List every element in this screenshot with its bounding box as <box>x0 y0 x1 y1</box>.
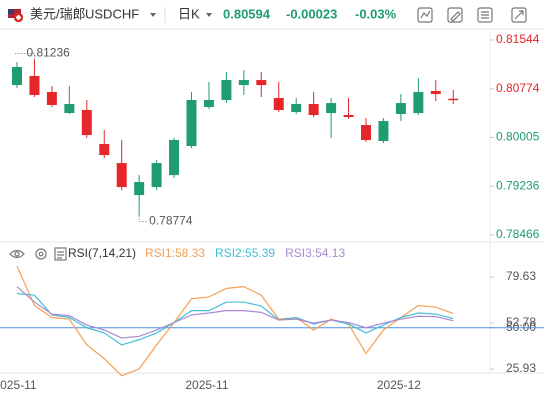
candle-body <box>203 99 214 108</box>
candle-body <box>81 110 92 136</box>
edit-icon[interactable] <box>447 7 463 23</box>
candle-body <box>413 92 424 114</box>
percent-change: -0.03% <box>355 6 397 21</box>
y-tick-label: 0.78466 <box>496 227 540 241</box>
candle-body <box>151 163 162 188</box>
y-tick-label: 0.81544 <box>496 32 540 46</box>
last-price: 0.80594 <box>223 6 271 21</box>
candle-body <box>46 92 57 105</box>
candle-body <box>134 182 145 196</box>
y-tick-label: 79.63 <box>506 269 536 283</box>
dropdown-arrow[interactable] <box>150 13 156 17</box>
candle-body <box>12 66 22 86</box>
candle-body <box>430 90 441 95</box>
y-tick-label: 0.80774 <box>496 81 540 95</box>
legend-entry: RSI1:58.33 <box>145 246 205 260</box>
rsi-line <box>16 286 454 339</box>
y-tick-label: 25.93 <box>506 361 536 375</box>
candle-body <box>343 115 354 118</box>
annotation-leader <box>14 53 35 60</box>
candle-body <box>116 163 127 188</box>
settings-icon[interactable] <box>477 7 493 23</box>
legend-entry: RSI2:55.39 <box>215 246 275 260</box>
candle-body <box>221 80 232 100</box>
candle-body <box>361 125 371 141</box>
candle-body <box>169 140 180 176</box>
pair-name: 美元/瑞郎 <box>30 6 86 21</box>
annotation: 0.81236 <box>26 46 70 60</box>
visibility-icon[interactable] <box>9 249 25 259</box>
x-tick-label: 2025-11 <box>185 378 228 392</box>
rsi-line <box>16 292 454 346</box>
y-tick-label: 50.00 <box>506 320 536 334</box>
indicator-name: RSI(7,14,21) <box>68 246 136 260</box>
indicator-settings-icon[interactable] <box>35 248 47 260</box>
x-tick-label: 2025-12 <box>377 378 421 392</box>
candle-body <box>448 98 459 101</box>
y-tick-label: 0.80005 <box>496 130 540 144</box>
candle-body <box>99 144 110 156</box>
candle-body <box>291 103 302 113</box>
candle-body <box>378 121 389 142</box>
rsi-line <box>16 265 454 377</box>
candle-body <box>29 75 40 95</box>
symbol: USDCHF <box>85 6 139 21</box>
y-tick-label: 0.79236 <box>496 178 540 192</box>
flag-icon <box>8 9 23 22</box>
candle-body <box>238 80 249 86</box>
annotation-leader <box>138 215 148 222</box>
indicator-icon[interactable] <box>54 247 67 261</box>
candle-body <box>326 103 337 114</box>
price-change: -0.00023 <box>286 6 337 21</box>
candle-body <box>256 80 267 86</box>
x-tick-label: 2025-11 <box>0 378 37 392</box>
candle-body <box>186 99 197 147</box>
y-tick-label: 52.78 <box>506 315 536 329</box>
annotation: 0.78774 <box>149 214 193 228</box>
fullscreen-icon[interactable] <box>511 7 527 23</box>
period[interactable]: 日K <box>178 6 200 21</box>
candle-body <box>273 98 284 111</box>
candle-body <box>395 103 406 114</box>
candle-body <box>308 103 319 116</box>
legend-entry: RSI3:54.13 <box>285 246 345 260</box>
draw-tool-icon[interactable] <box>417 7 433 23</box>
candle-body <box>64 103 75 114</box>
dropdown-arrow[interactable] <box>206 13 212 17</box>
